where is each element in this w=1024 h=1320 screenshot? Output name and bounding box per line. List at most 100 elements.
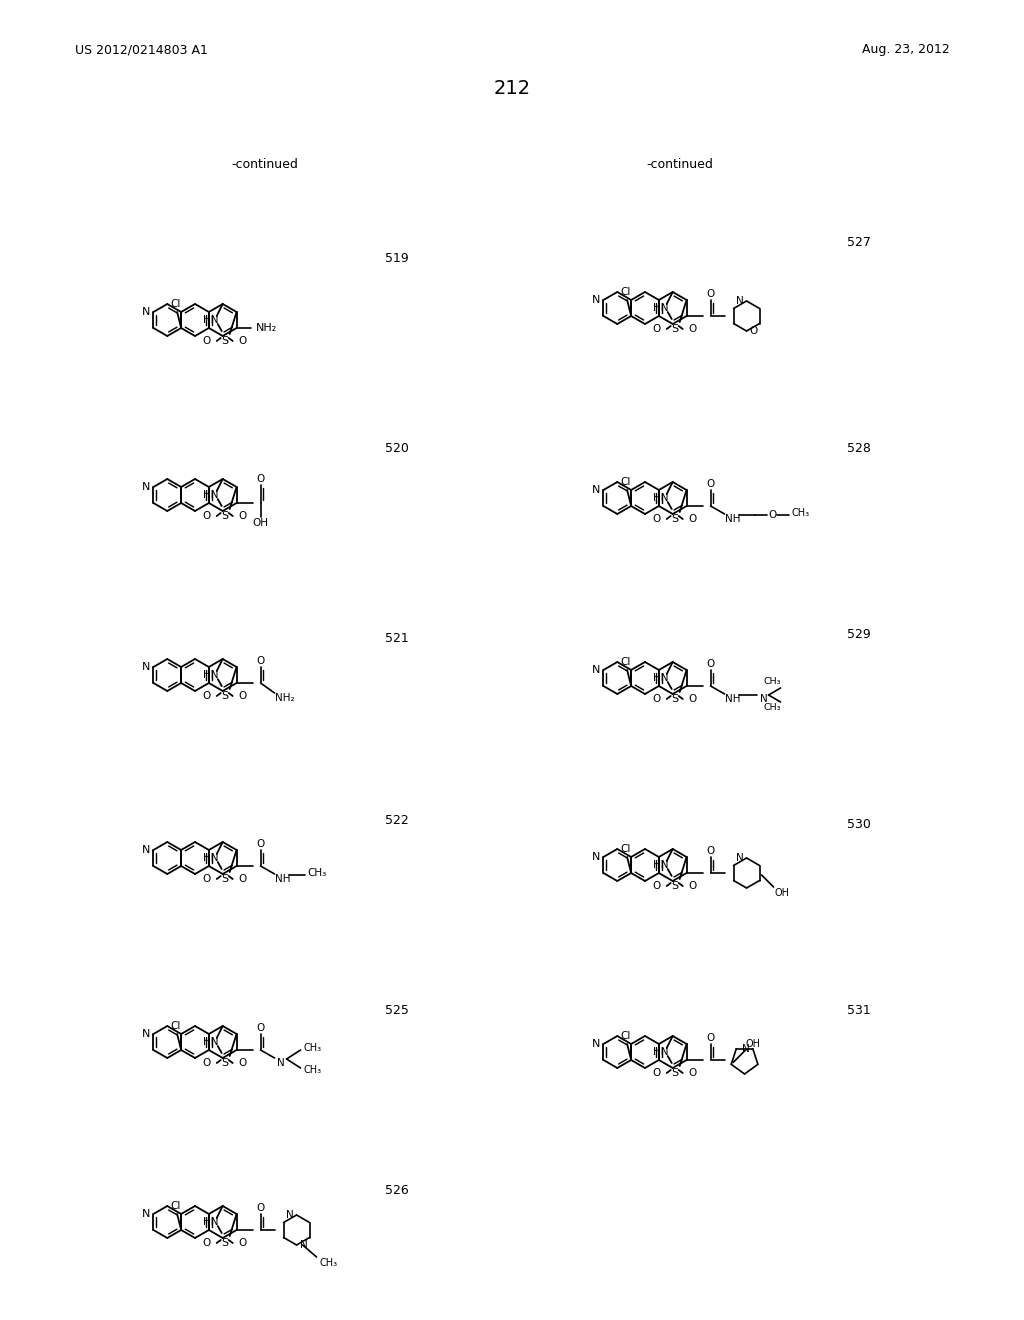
Text: Cl: Cl bbox=[170, 300, 180, 309]
Text: HN: HN bbox=[653, 304, 669, 313]
Text: Cl: Cl bbox=[170, 1201, 180, 1210]
Text: N: N bbox=[592, 851, 601, 862]
Text: N: N bbox=[592, 484, 601, 495]
Text: N: N bbox=[142, 1209, 151, 1218]
Text: HN: HN bbox=[653, 673, 669, 682]
Text: 527: 527 bbox=[847, 236, 870, 249]
Text: O: O bbox=[652, 1068, 660, 1078]
Text: Cl: Cl bbox=[170, 1020, 180, 1031]
Text: N: N bbox=[142, 482, 151, 492]
Text: O: O bbox=[256, 1203, 264, 1213]
Text: 525: 525 bbox=[385, 1003, 409, 1016]
Text: N: N bbox=[592, 665, 601, 675]
Text: O: O bbox=[203, 511, 211, 521]
Text: 522: 522 bbox=[385, 813, 409, 826]
Text: O: O bbox=[652, 323, 660, 334]
Text: O: O bbox=[707, 1034, 715, 1043]
Text: Cl: Cl bbox=[620, 286, 631, 297]
Text: NH: NH bbox=[274, 874, 291, 884]
Text: HN: HN bbox=[653, 492, 669, 503]
Text: HN: HN bbox=[203, 1217, 218, 1228]
Text: N: N bbox=[735, 296, 743, 306]
Text: NH₂: NH₂ bbox=[256, 323, 278, 333]
Text: S: S bbox=[671, 1068, 678, 1078]
Text: 528: 528 bbox=[847, 441, 870, 454]
Text: CH₃: CH₃ bbox=[792, 508, 810, 517]
Text: O: O bbox=[203, 874, 211, 884]
Text: O: O bbox=[256, 1023, 264, 1034]
Text: 530: 530 bbox=[847, 818, 870, 832]
Text: N: N bbox=[142, 845, 151, 855]
Text: N: N bbox=[742, 1044, 750, 1053]
Text: CH₃: CH₃ bbox=[764, 704, 781, 713]
Text: N: N bbox=[142, 663, 151, 672]
Text: N: N bbox=[735, 853, 743, 863]
Text: -continued: -continued bbox=[646, 158, 714, 172]
Text: HN: HN bbox=[203, 671, 218, 680]
Text: S: S bbox=[671, 880, 678, 891]
Text: O: O bbox=[652, 694, 660, 704]
Text: HN: HN bbox=[653, 861, 669, 870]
Text: S: S bbox=[671, 323, 678, 334]
Text: 212: 212 bbox=[494, 78, 530, 98]
Text: Cl: Cl bbox=[620, 1031, 631, 1041]
Text: O: O bbox=[688, 1068, 697, 1078]
Text: O: O bbox=[203, 1238, 211, 1247]
Text: S: S bbox=[221, 337, 228, 346]
Text: N: N bbox=[276, 1059, 285, 1068]
Text: OH: OH bbox=[774, 888, 790, 898]
Text: O: O bbox=[707, 846, 715, 855]
Text: 529: 529 bbox=[847, 628, 870, 642]
Text: CH₃: CH₃ bbox=[319, 1258, 338, 1269]
Text: O: O bbox=[239, 1238, 247, 1247]
Text: OH: OH bbox=[745, 1039, 761, 1049]
Text: O: O bbox=[688, 880, 697, 891]
Text: O: O bbox=[203, 690, 211, 701]
Text: O: O bbox=[688, 513, 697, 524]
Text: N: N bbox=[286, 1210, 294, 1220]
Text: O: O bbox=[707, 659, 715, 669]
Text: O: O bbox=[203, 337, 211, 346]
Text: N: N bbox=[760, 694, 767, 704]
Text: N: N bbox=[592, 1039, 601, 1049]
Text: S: S bbox=[221, 511, 228, 521]
Text: O: O bbox=[707, 479, 715, 488]
Text: HN: HN bbox=[653, 1047, 669, 1057]
Text: S: S bbox=[221, 1059, 228, 1068]
Text: S: S bbox=[221, 1238, 228, 1247]
Text: N: N bbox=[300, 1239, 307, 1250]
Text: O: O bbox=[256, 474, 264, 484]
Text: O: O bbox=[652, 513, 660, 524]
Text: 531: 531 bbox=[847, 1003, 870, 1016]
Text: HN: HN bbox=[203, 1038, 218, 1047]
Text: O: O bbox=[707, 289, 715, 300]
Text: CH₃: CH₃ bbox=[303, 1065, 322, 1074]
Text: Aug. 23, 2012: Aug. 23, 2012 bbox=[862, 44, 950, 57]
Text: 526: 526 bbox=[385, 1184, 409, 1196]
Text: Cl: Cl bbox=[620, 477, 631, 487]
Text: O: O bbox=[652, 880, 660, 891]
Text: S: S bbox=[671, 513, 678, 524]
Text: -continued: -continued bbox=[231, 158, 298, 172]
Text: O: O bbox=[203, 1059, 211, 1068]
Text: S: S bbox=[671, 694, 678, 704]
Text: CH₃: CH₃ bbox=[307, 869, 327, 878]
Text: HN: HN bbox=[203, 490, 218, 500]
Text: O: O bbox=[768, 510, 776, 520]
Text: NH: NH bbox=[725, 513, 740, 524]
Text: CH₃: CH₃ bbox=[303, 1043, 322, 1053]
Text: 520: 520 bbox=[385, 441, 409, 454]
Text: S: S bbox=[221, 874, 228, 884]
Text: US 2012/0214803 A1: US 2012/0214803 A1 bbox=[75, 44, 208, 57]
Text: N: N bbox=[592, 294, 601, 305]
Text: 521: 521 bbox=[385, 631, 409, 644]
Text: N: N bbox=[142, 1030, 151, 1039]
Text: O: O bbox=[256, 656, 264, 667]
Text: N: N bbox=[142, 308, 151, 317]
Text: Cl: Cl bbox=[620, 843, 631, 854]
Text: O: O bbox=[239, 1059, 247, 1068]
Text: S: S bbox=[221, 690, 228, 701]
Text: HN: HN bbox=[203, 315, 218, 325]
Text: O: O bbox=[239, 511, 247, 521]
Text: O: O bbox=[239, 874, 247, 884]
